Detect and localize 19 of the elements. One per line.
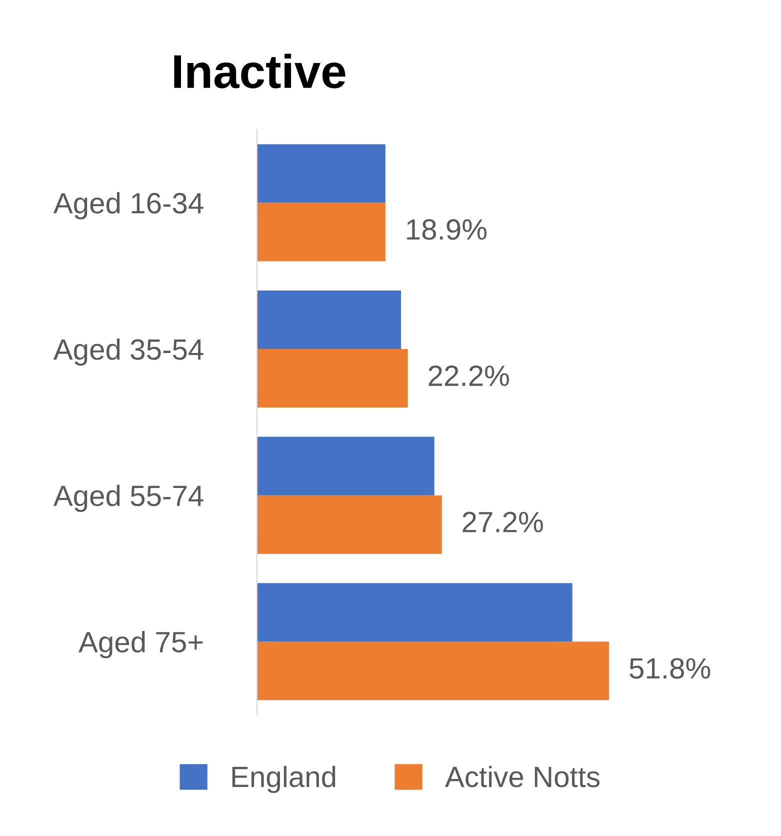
data-label: 22.2%	[428, 365, 509, 386]
legend-label: England	[232, 766, 336, 794]
bar	[256, 642, 610, 700]
y-tick-label: Aged 35-54	[53, 338, 204, 366]
y-tick-label: Aged 16-34	[53, 192, 204, 220]
bar	[256, 583, 572, 642]
bar	[256, 436, 434, 496]
y-tick-label: Aged 75+	[78, 631, 203, 658]
data-label: 27.2%	[462, 512, 543, 532]
data-label: 18.9%	[407, 219, 487, 240]
legend-label: Active Notts	[445, 766, 600, 788]
y-tick-label: Aged 55-74	[53, 484, 204, 512]
data-label: 51.8%	[630, 658, 710, 679]
bar	[256, 202, 386, 262]
chart-title: Inactive	[174, 54, 346, 88]
bar	[256, 290, 402, 350]
bar	[256, 495, 442, 554]
bar	[256, 144, 386, 203]
bar	[256, 349, 408, 408]
